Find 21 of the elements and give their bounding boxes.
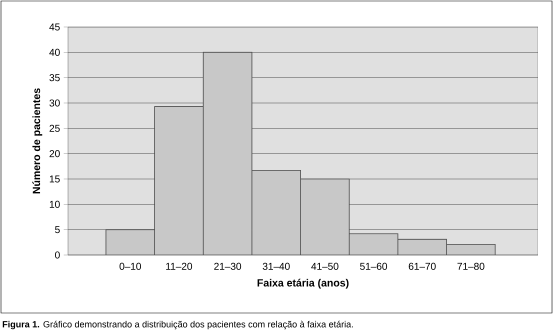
x-tick-label: 71–80 <box>457 262 484 270</box>
x-axis-title: Faixa etária (anos) <box>258 278 349 289</box>
y-tick-label: 25 <box>50 124 60 132</box>
y-axis-title: Número de pacientes <box>32 88 42 194</box>
x-tick-label: 11–20 <box>166 262 192 270</box>
y-tick-label: 0 <box>55 251 60 259</box>
x-tick-label: 41–50 <box>311 262 338 270</box>
y-tick-label: 35 <box>49 74 60 82</box>
x-tick-label: 31–40 <box>262 262 290 270</box>
y-tick-label: 20 <box>50 150 60 158</box>
x-tick-label: 51–60 <box>360 262 388 270</box>
x-tick-label: 61–70 <box>408 262 436 270</box>
y-tick-label: 5 <box>55 226 60 234</box>
x-tick-label: 0–10 <box>120 262 142 270</box>
text: Figura 1. Gráfico demonstrando a distribuição dos pacientes com relação à faixa etária. <box>2 320 353 330</box>
y-tick-label: 45 <box>49 24 60 30</box>
y-tick-label: 15 <box>50 176 60 182</box>
y-tick-label: 10 <box>50 200 60 208</box>
y-tick-label: 40 <box>49 48 60 56</box>
y-tick-label: 30 <box>49 99 60 107</box>
x-tick-label: 21–30 <box>214 262 242 270</box>
